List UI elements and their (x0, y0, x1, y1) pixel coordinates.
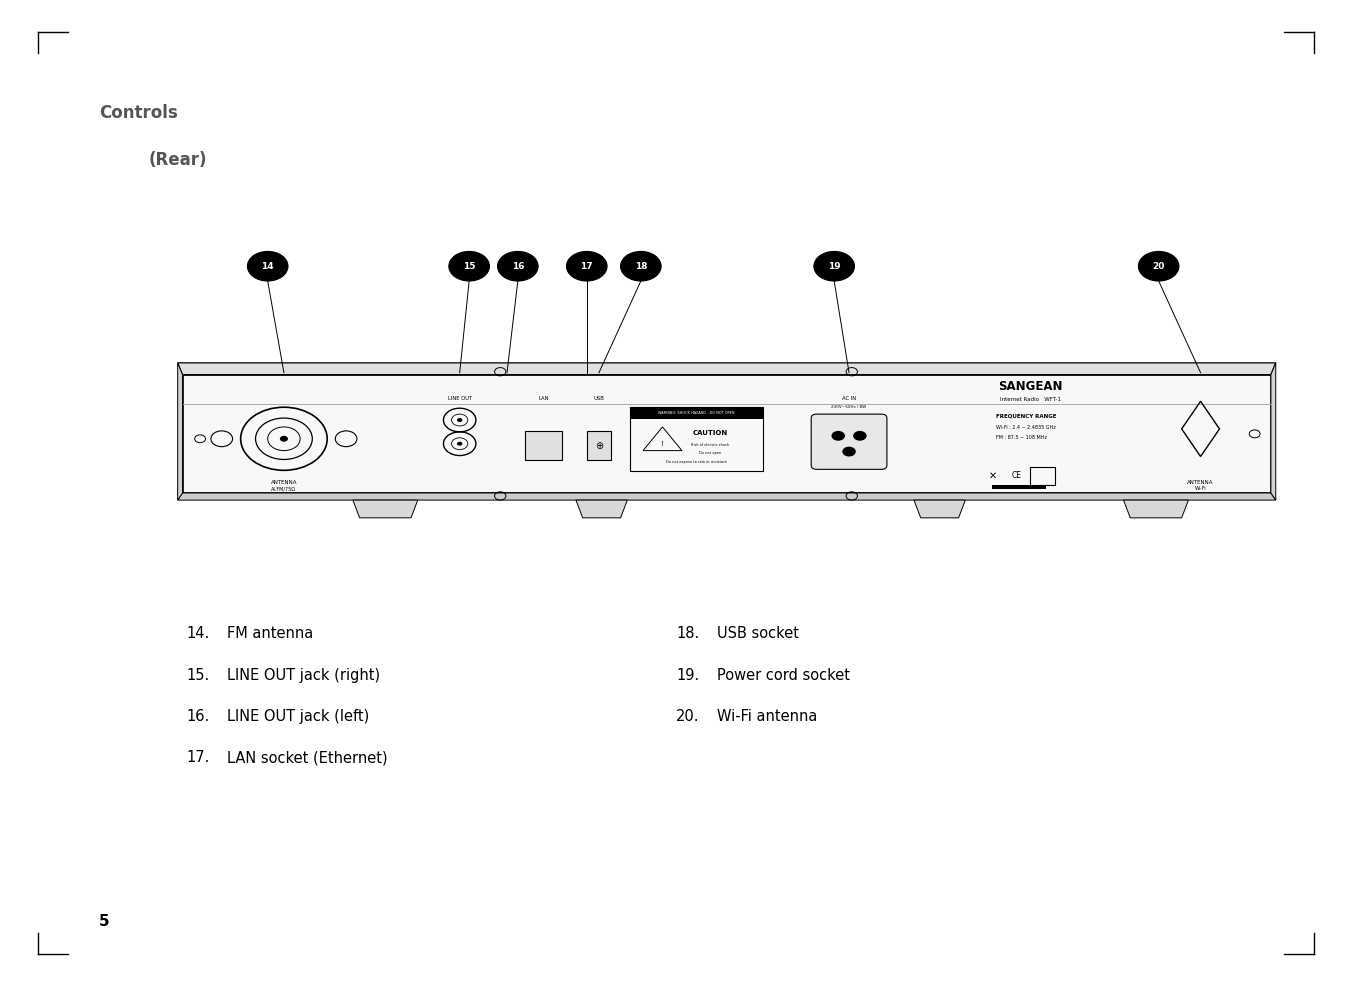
Text: 15.: 15. (187, 668, 210, 682)
Text: Power cord socket: Power cord socket (717, 668, 849, 682)
Text: 14.: 14. (187, 626, 210, 641)
Text: 16.: 16. (187, 709, 210, 724)
Text: USB: USB (594, 396, 604, 401)
Text: Wi-Fi: Wi-Fi (1195, 486, 1206, 491)
Text: 20.: 20. (676, 709, 699, 724)
Text: 18: 18 (634, 261, 648, 271)
Text: Do not expose to rain or moisture: Do not expose to rain or moisture (667, 460, 726, 464)
Text: CAUTION: CAUTION (692, 430, 727, 436)
Text: 19: 19 (827, 261, 841, 271)
Text: CE: CE (1011, 470, 1022, 480)
Polygon shape (1124, 500, 1188, 518)
Text: Wi-Fi : 2.4 ~ 2.4835 GHz: Wi-Fi : 2.4 ~ 2.4835 GHz (996, 425, 1056, 430)
Text: Internet Radio   WFT-1: Internet Radio WFT-1 (999, 397, 1061, 402)
Polygon shape (177, 363, 183, 500)
Text: LINE OUT jack (right): LINE OUT jack (right) (227, 668, 380, 682)
Text: 230V~50Hz / 8W: 230V~50Hz / 8W (831, 405, 867, 409)
Text: 17.: 17. (187, 750, 210, 765)
Text: AC IN: AC IN (842, 396, 856, 401)
Text: 18.: 18. (676, 626, 699, 641)
Circle shape (1138, 251, 1179, 281)
Text: 15: 15 (462, 261, 476, 271)
Polygon shape (914, 500, 965, 518)
Circle shape (449, 251, 489, 281)
Circle shape (457, 418, 462, 422)
Text: Risk of electric shock: Risk of electric shock (691, 443, 729, 447)
Circle shape (457, 442, 462, 446)
Text: ANTENNA: ANTENNA (1187, 480, 1214, 485)
Text: ANTENNA: ANTENNA (270, 480, 297, 485)
Circle shape (280, 436, 288, 442)
Polygon shape (177, 493, 1276, 500)
Text: WARNING: SHOCK HAZARD - DO NOT OPEN: WARNING: SHOCK HAZARD - DO NOT OPEN (658, 410, 734, 415)
Text: Do not open: Do not open (699, 451, 721, 455)
FancyBboxPatch shape (811, 414, 887, 469)
Circle shape (621, 251, 661, 281)
Text: ⊕: ⊕ (595, 441, 603, 451)
Text: SANGEAN: SANGEAN (998, 380, 1063, 392)
Polygon shape (183, 375, 1271, 493)
Text: 14: 14 (261, 261, 274, 271)
Text: (Rear): (Rear) (149, 151, 207, 169)
Text: USB socket: USB socket (717, 626, 799, 641)
FancyBboxPatch shape (525, 431, 562, 460)
Text: LINE OUT jack (left): LINE OUT jack (left) (227, 709, 369, 724)
Text: LAN socket (Ethernet): LAN socket (Ethernet) (227, 750, 388, 765)
Circle shape (853, 431, 867, 441)
Circle shape (498, 251, 538, 281)
Text: Wi-Fi antenna: Wi-Fi antenna (717, 709, 817, 724)
Circle shape (814, 251, 854, 281)
Text: 19.: 19. (676, 668, 699, 682)
Circle shape (247, 251, 288, 281)
Polygon shape (1271, 363, 1276, 500)
Circle shape (831, 431, 845, 441)
Text: LINE OUT: LINE OUT (448, 396, 472, 401)
Text: 17: 17 (580, 261, 594, 271)
Text: 16: 16 (511, 261, 525, 271)
Polygon shape (353, 500, 418, 518)
FancyBboxPatch shape (992, 485, 1046, 489)
Text: FM antenna: FM antenna (227, 626, 314, 641)
FancyBboxPatch shape (587, 431, 611, 460)
Text: AI.FM/75Ω: AI.FM/75Ω (272, 486, 296, 491)
Text: LAN: LAN (538, 396, 549, 401)
Text: ✕: ✕ (988, 470, 996, 480)
Text: 5: 5 (99, 914, 110, 929)
Text: FM : 87.5 ~ 108 MHz: FM : 87.5 ~ 108 MHz (996, 435, 1048, 440)
Text: FREQUENCY RANGE: FREQUENCY RANGE (996, 413, 1057, 418)
Polygon shape (177, 363, 1276, 375)
Circle shape (566, 251, 607, 281)
Polygon shape (576, 500, 627, 518)
Text: 20: 20 (1152, 261, 1165, 271)
FancyBboxPatch shape (630, 406, 763, 418)
Text: Controls: Controls (99, 104, 177, 121)
Circle shape (842, 447, 856, 457)
Text: !: ! (661, 441, 664, 447)
